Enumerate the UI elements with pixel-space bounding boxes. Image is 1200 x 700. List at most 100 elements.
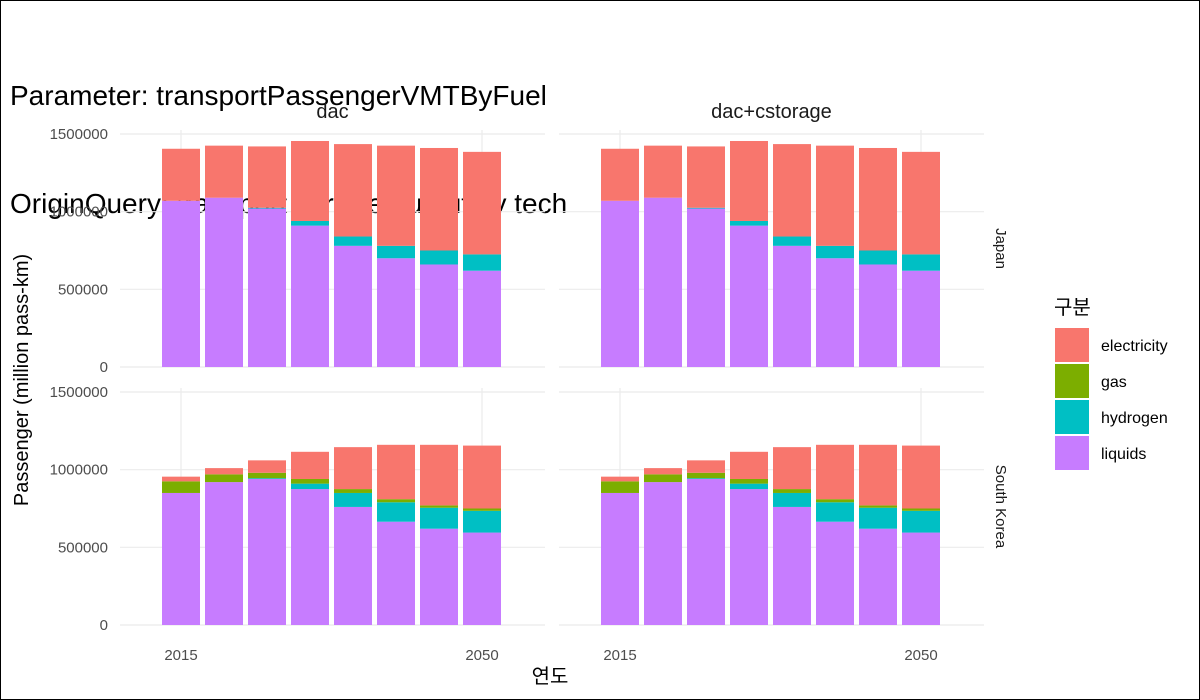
bar-south-korea-dac-2030-hydrogen <box>291 483 329 490</box>
x-tick-label-dac-cstorage-2050: 2050 <box>904 647 937 664</box>
legend-label-liquids: liquids <box>1101 446 1146 463</box>
bar-south-korea-dac-cstorage-2020-liquids <box>644 482 682 625</box>
facet-row-label-japan: Japan <box>992 228 1009 269</box>
bar-japan-dac-2015-electricity <box>162 148 200 201</box>
bar-south-korea-dac-cstorage-2020-gas <box>644 474 682 483</box>
legend-swatch-electricity <box>1055 328 1089 362</box>
bar-japan-dac-cstorage-2020-liquids <box>644 197 682 367</box>
bar-japan-dac-2030-hydrogen <box>291 220 329 226</box>
y-tick-label-japan: 1500000 <box>50 126 108 143</box>
bar-south-korea-dac-cstorage-2045-gas <box>859 505 897 508</box>
bar-japan-dac-cstorage-2045-liquids <box>859 264 897 367</box>
bar-south-korea-dac-2025-liquids <box>248 478 286 625</box>
bar-japan-dac-cstorage-2035-liquids <box>773 245 811 367</box>
facet-column-label-dac: dac <box>316 101 348 123</box>
bar-japan-dac-cstorage-2030-hydrogen <box>730 220 768 226</box>
bar-japan-dac-2040-hydrogen <box>377 245 415 259</box>
bar-south-korea-dac-2050-hydrogen <box>463 510 501 533</box>
bar-japan-dac-cstorage-2045-hydrogen <box>859 250 897 265</box>
bar-japan-dac-cstorage-2015-electricity <box>601 148 639 201</box>
bar-south-korea-dac-cstorage-2035-hydrogen <box>773 492 811 507</box>
bar-japan-dac-cstorage-2035-electricity <box>773 144 811 237</box>
bar-south-korea-dac-2015-liquids <box>162 492 200 625</box>
bar-south-korea-dac-2040-electricity <box>377 444 415 500</box>
bar-south-korea-dac-cstorage-2045-hydrogen <box>859 507 897 529</box>
bar-south-korea-dac-2035-gas <box>334 489 372 493</box>
bar-south-korea-dac-2035-hydrogen <box>334 492 372 507</box>
legend-label-gas: gas <box>1101 374 1127 391</box>
bar-japan-dac-2025-liquids <box>248 208 286 367</box>
bar-japan-dac-cstorage-2040-liquids <box>816 258 854 367</box>
bar-south-korea-dac-2045-electricity <box>420 444 458 506</box>
bar-japan-dac-2045-electricity <box>420 147 458 251</box>
bar-japan-dac-2035-electricity <box>334 144 372 237</box>
bar-south-korea-dac-2040-hydrogen <box>377 502 415 522</box>
bar-south-korea-dac-cstorage-2040-liquids <box>816 521 854 625</box>
title-line-parameter: Parameter: transportPassengerVMTByFuel <box>10 80 547 111</box>
bar-south-korea-dac-2030-gas <box>291 478 329 484</box>
bar-japan-dac-cstorage-2020-electricity <box>644 145 682 198</box>
bar-south-korea-dac-2030-electricity <box>291 451 329 479</box>
bar-south-korea-dac-2050-gas <box>463 508 501 511</box>
bar-south-korea-dac-cstorage-2030-gas <box>730 478 768 484</box>
bar-japan-dac-2035-liquids <box>334 245 372 367</box>
bar-south-korea-dac-2050-liquids <box>463 532 501 625</box>
bar-south-korea-dac-cstorage-2030-liquids <box>730 489 768 625</box>
y-axis-title: Passenger (million pass-km) <box>11 254 33 506</box>
legend-swatch-gas <box>1055 364 1089 398</box>
y-tick-label-japan: 0 <box>100 359 108 376</box>
bar-japan-dac-2040-liquids <box>377 258 415 367</box>
bar-south-korea-dac-cstorage-2025-gas <box>687 472 725 479</box>
bar-japan-dac-2015-liquids <box>162 200 200 367</box>
bar-south-korea-dac-cstorage-2040-gas <box>816 499 854 503</box>
bar-japan-dac-cstorage-2030-electricity <box>730 140 768 221</box>
facet-row-label-south-korea: South Korea <box>992 465 1009 549</box>
y-tick-label-south-korea: 1000000 <box>50 462 108 479</box>
x-tick-label-dac-2050: 2050 <box>465 647 498 664</box>
bar-japan-dac-2045-hydrogen <box>420 250 458 265</box>
bar-japan-dac-cstorage-2050-liquids <box>902 270 940 367</box>
bar-south-korea-dac-cstorage-2040-electricity <box>816 444 854 500</box>
bar-japan-dac-2045-liquids <box>420 264 458 367</box>
y-tick-label-japan: 1000000 <box>50 204 108 221</box>
bar-south-korea-dac-2030-liquids <box>291 489 329 625</box>
y-tick-label-south-korea: 500000 <box>58 539 108 556</box>
legend-title: 구분 <box>1054 297 1091 319</box>
bar-south-korea-dac-cstorage-2020-electricity <box>644 468 682 475</box>
bar-south-korea-dac-2015-electricity <box>162 476 200 482</box>
bar-south-korea-dac-2045-liquids <box>420 528 458 625</box>
y-tick-label-south-korea: 0 <box>100 617 108 634</box>
bar-south-korea-dac-cstorage-2045-electricity <box>859 444 897 506</box>
bar-japan-dac-cstorage-2025-liquids <box>687 208 725 367</box>
bar-south-korea-dac-cstorage-2025-hydrogen <box>687 478 725 479</box>
bar-south-korea-dac-2050-electricity <box>463 445 501 509</box>
bar-south-korea-dac-2035-liquids <box>334 506 372 625</box>
bar-south-korea-dac-2040-gas <box>377 499 415 503</box>
bar-south-korea-dac-cstorage-2030-hydrogen <box>730 483 768 490</box>
y-tick-label-south-korea: 1500000 <box>50 384 108 401</box>
bar-south-korea-dac-cstorage-2050-liquids <box>902 532 940 625</box>
bar-japan-dac-2030-liquids <box>291 225 329 367</box>
facet-column-label-dac-cstorage: dac+cstorage <box>711 101 832 123</box>
bar-japan-dac-cstorage-2030-liquids <box>730 225 768 367</box>
bar-japan-dac-2020-liquids <box>205 197 243 367</box>
bar-south-korea-dac-2025-gas <box>248 472 286 479</box>
bar-south-korea-dac-cstorage-2050-gas <box>902 508 940 511</box>
bar-south-korea-dac-2025-hydrogen <box>248 478 286 479</box>
bar-south-korea-dac-cstorage-2025-liquids <box>687 478 725 625</box>
bar-south-korea-dac-2020-electricity <box>205 468 243 475</box>
bar-japan-dac-cstorage-2040-electricity <box>816 145 854 246</box>
bar-south-korea-dac-2025-electricity <box>248 460 286 473</box>
y-tick-label-japan: 500000 <box>58 281 108 298</box>
bar-japan-dac-2030-electricity <box>291 140 329 221</box>
x-axis-title: 연도 <box>532 665 569 688</box>
legend-label-electricity: electricity <box>1101 338 1168 355</box>
bar-japan-dac-2050-hydrogen <box>463 254 501 271</box>
bar-japan-dac-2025-electricity <box>248 146 286 208</box>
x-tick-label-dac-2015: 2015 <box>164 647 197 664</box>
bar-south-korea-dac-cstorage-2050-hydrogen <box>902 510 940 533</box>
bar-south-korea-dac-cstorage-2045-liquids <box>859 528 897 625</box>
legend-label-hydrogen: hydrogen <box>1101 410 1168 427</box>
x-tick-label-dac-cstorage-2015: 2015 <box>603 647 636 664</box>
